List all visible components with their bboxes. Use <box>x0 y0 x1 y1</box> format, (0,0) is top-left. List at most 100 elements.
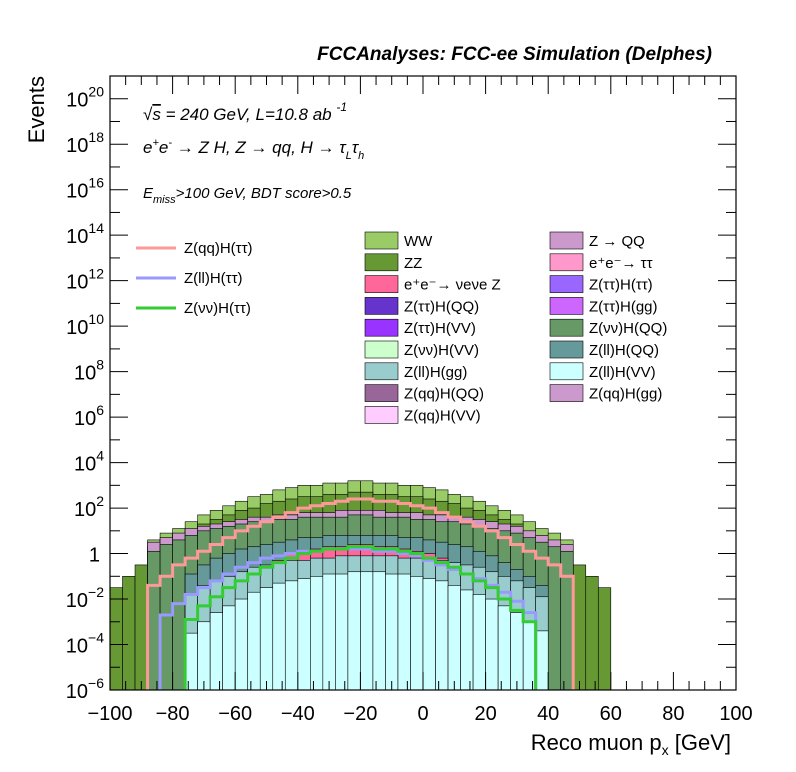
y-axis-label: Events <box>24 76 49 143</box>
x-tick-label: −40 <box>281 703 315 725</box>
histogram-bin <box>485 598 499 691</box>
histogram-bin <box>385 573 399 691</box>
legend-entry-label: Z(νν)H(VV) <box>404 342 479 359</box>
histogram-bin <box>284 580 299 691</box>
legend-swatch <box>549 340 584 359</box>
legend-entry-label: Z(νν)H(ττ) <box>184 300 251 317</box>
histogram-bin <box>322 573 336 691</box>
histogram-bin <box>560 550 574 691</box>
legend-swatch <box>364 318 399 337</box>
y-tick-label: 1010 <box>66 311 104 339</box>
histogram-bin <box>147 550 161 691</box>
histogram-bin <box>422 578 436 691</box>
y-tick-label: 10−4 <box>66 630 104 658</box>
histogram-bin <box>272 582 286 691</box>
histogram-bin <box>472 594 486 691</box>
histogram-bin <box>372 571 386 691</box>
signal-lines <box>146 497 575 690</box>
legend-entry-label: Z(ll)H(QQ) <box>589 342 659 359</box>
legend-swatch <box>364 297 399 315</box>
legend-swatch <box>364 384 399 402</box>
histogram-bin <box>310 575 324 691</box>
histogram-bin <box>109 587 123 691</box>
legend-swatch <box>549 231 584 250</box>
chart-title: FCCAnalyses: FCC-ee Simulation (Delphes) <box>317 44 712 65</box>
histogram-bin <box>197 621 211 691</box>
x-tick-label: −80 <box>156 703 190 725</box>
histogram-bin <box>497 605 511 691</box>
histogram-bin <box>335 573 349 691</box>
x-tick-label: −60 <box>218 703 252 725</box>
legend-entry-label: Z(ττ)H(gg) <box>589 298 658 315</box>
histogram-bin <box>347 571 361 691</box>
y-tick-label: 102 <box>74 493 104 521</box>
legend-swatch <box>549 318 584 337</box>
histogram-bin <box>447 585 461 691</box>
x-axis: −100 −80 −60 −40 −20 0 20 40 60 80 100 <box>87 76 753 725</box>
histogram-bin <box>172 539 186 691</box>
y-tick-label: 1012 <box>66 266 104 294</box>
legend-entry-label: Z(qq)H(ττ) <box>184 240 253 257</box>
x-tick-label: 80 <box>662 703 684 725</box>
x-tick-label: 100 <box>719 703 752 725</box>
legend-entry-label: Z(ττ)H(VV) <box>404 320 476 337</box>
histogram-bin <box>234 598 249 691</box>
cuts-annotation: Emiss>100 GeV, BDT score>0.5 <box>143 185 352 206</box>
legend-entry-label: Z(νν)H(QQ) <box>589 320 667 337</box>
legend-entry-label: Z(ll)H(ττ) <box>184 270 243 287</box>
y-tick-label: 108 <box>74 357 104 385</box>
y-tick-label: 1014 <box>66 220 104 248</box>
y-tick-label: 106 <box>74 402 104 430</box>
legend-swatch <box>364 406 399 424</box>
histogram-bin <box>259 587 274 691</box>
histogram-bin <box>360 571 374 691</box>
histogram-bin <box>397 573 411 691</box>
histogram-bin <box>134 564 148 691</box>
legend-swatch <box>549 297 584 315</box>
histogram-bin <box>535 630 549 691</box>
histogram-bin <box>547 546 562 691</box>
legend-swatch <box>549 384 584 402</box>
legend-entry-label: Z(ττ)H(QQ) <box>404 298 479 315</box>
x-tick-label: 40 <box>537 703 559 725</box>
histogram-bin <box>522 621 536 691</box>
legend-entry-label: WW <box>404 233 433 250</box>
x-tick-label: −20 <box>343 703 377 725</box>
legend-entry-label: e⁺e⁻→ ττ <box>589 255 653 272</box>
histogram-bin <box>572 564 587 691</box>
legend-swatch <box>364 231 399 250</box>
legend-entry-label: Z(qq)H(VV) <box>404 407 481 424</box>
legend-entry-label: Z(qq)H(gg) <box>589 386 662 403</box>
histogram-bin <box>460 589 474 691</box>
legend-entry-label: Z → QQ <box>589 233 645 250</box>
histogram-bin <box>159 544 173 691</box>
histogram-bin <box>597 587 612 691</box>
x-tick-label: 0 <box>417 703 428 725</box>
y-tick-label: 104 <box>74 448 104 476</box>
y-axis: 10−6 10−4 10−2 1 102 104 106 108 1010 1012 1014 101… <box>66 75 736 703</box>
y-tick-label: 1016 <box>66 175 104 203</box>
x-tick-label: 20 <box>474 703 496 725</box>
y-tick-label: 1020 <box>66 84 104 112</box>
legend-swatch <box>364 340 399 359</box>
histogram-bin <box>209 612 223 691</box>
x-axis-label: Reco muon px [GeV] <box>531 730 731 758</box>
legend-entry-label: Z(ττ)H(ττ) <box>589 277 653 294</box>
histogram-bin <box>184 632 198 691</box>
histogram-bin <box>435 580 449 691</box>
legend-swatch <box>364 253 399 272</box>
legend-swatch <box>549 253 584 272</box>
legend-entry-label: ZZ <box>404 255 422 272</box>
signal-line <box>146 497 575 690</box>
y-tick-label: 1 <box>89 545 100 567</box>
y-tick-label: 1018 <box>66 129 104 157</box>
histogram-bin <box>122 575 136 691</box>
x-tick-label: 60 <box>600 703 622 725</box>
legend-swatch <box>364 275 399 293</box>
legend: Z(qq)H(ττ) Z(ll)H(ττ) Z(νν)H(ττ) WW ZZ e⁺e⁻→ … <box>136 231 667 424</box>
histogram-bin <box>510 612 524 691</box>
legend-entry-label: Z(ll)H(VV) <box>589 364 656 381</box>
legend-swatch <box>549 362 584 381</box>
histogram-bin <box>247 591 261 691</box>
